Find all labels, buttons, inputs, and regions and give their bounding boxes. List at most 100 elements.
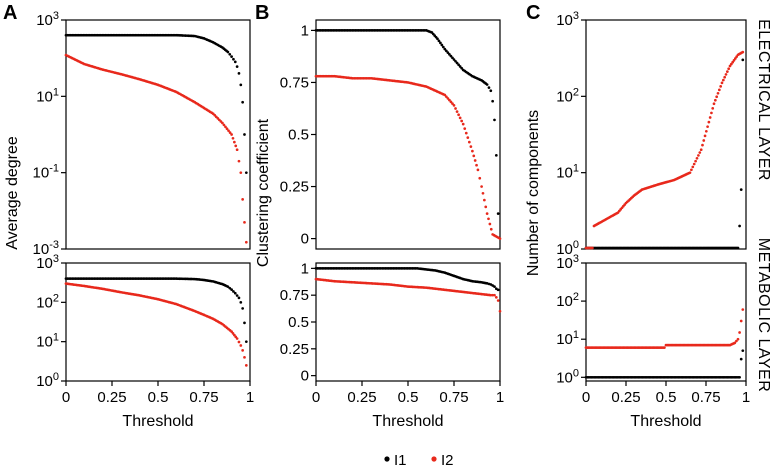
panel-letter-a: A [3,2,17,24]
data-point-i2 [732,59,736,62]
data-point-i1 [446,51,450,54]
data-point-i2 [688,171,692,175]
y-tick-label: 1 [301,22,309,39]
data-point-i1 [454,59,457,63]
data-point-i1 [457,63,460,67]
data-point-i2 [720,81,724,85]
y-tick-label: 0.25 [280,341,309,358]
chart-B-metabolic: 0 0.25 0.5 0.75 1 0 0.25 0.5 0.75 1 Threshold [280,260,504,430]
x-tick-label: 0.25 [347,389,376,406]
y-tick-label: 0.25 [280,179,309,196]
data-point-i1 [237,72,241,75]
plot-frame [315,19,501,250]
data-point-i1 [455,61,459,65]
data-point-i2 [235,337,239,340]
data-point-i2 [498,237,502,240]
series-i2 [314,277,502,313]
data-point-i1 [241,307,244,310]
y-tick-label: 0.75 [280,287,309,304]
data-point-i2 [701,143,704,147]
data-point-i2 [719,85,723,88]
x-tick-label: 0 [312,389,320,406]
data-point-i2 [473,159,477,162]
data-point-i2 [460,119,464,123]
x-tick-label: 0.75 [439,389,468,406]
data-point-i2 [457,113,460,117]
data-point-i1 [230,55,233,58]
data-point-i1 [226,285,230,289]
series-i1 [64,277,248,344]
data-point-i1 [244,171,248,175]
data-point-i2 [231,136,235,140]
y-label-average-degree: Average degree [4,136,21,250]
plot-frame [585,262,747,382]
data-point-i1 [494,153,498,157]
data-point-i1 [489,89,493,93]
data-point-i2 [480,185,483,188]
data-point-i2 [475,163,478,167]
plot-frame [65,19,251,250]
data-point-i1 [230,288,233,292]
data-point-i2 [690,168,693,172]
data-point-i2 [481,191,485,195]
series-i2 [64,282,248,367]
data-point-i2 [485,212,489,215]
y-tick-label: 0.5 [288,314,309,331]
x-tick-label: 0.25 [97,389,126,406]
y-tick-label: 10-1 [33,163,59,182]
data-point-i2 [239,171,243,175]
data-point-i2 [463,127,467,130]
legend: I1 I2 [384,452,454,468]
data-point-i2 [467,140,471,144]
data-point-i2 [735,55,739,59]
data-point-i1 [235,65,239,68]
data-point-i2 [692,162,696,166]
data-point-i2 [224,125,227,129]
y-label-clustering-coefficient: Clustering coefficient [255,118,272,267]
y-tick-label: 0.5 [288,127,309,144]
data-point-i1 [441,45,445,49]
data-point-i2 [694,159,697,163]
x-tick-label: 0 [62,389,70,406]
y-label-number-of-components: Number of components [525,110,542,276]
data-point-i2 [494,295,498,299]
y-tick-label: 103 [556,10,579,29]
layer-label-metabolic: METABOLIC LAYER [755,238,772,393]
data-point-i1 [491,99,494,103]
y-tick-label: 102 [556,291,579,310]
data-point-i2 [498,309,502,313]
data-point-i2 [471,149,474,153]
data-point-i1 [496,288,500,292]
data-point-i2 [702,139,706,142]
data-point-i2 [458,116,462,120]
data-point-i1 [239,300,243,304]
data-point-i2 [237,159,241,163]
data-point-i1 [487,86,491,90]
data-point-i2 [222,123,226,127]
data-point-i2 [704,129,708,133]
data-point-i1 [228,286,232,290]
data-point-i2 [707,120,711,124]
data-point-i2 [724,73,728,76]
data-point-i2 [703,134,707,138]
data-point-i2 [446,97,450,100]
data-point-i2 [717,88,721,92]
series-i1 [314,29,500,215]
data-point-i1 [739,357,743,361]
plot-frame [65,262,251,382]
data-point-i2 [697,154,700,157]
y-tick-label: 101 [556,329,579,348]
y-tick-label: 101 [36,332,59,351]
chart-C-metabolic: 100 101 102 103 0 0.25 0.5 0.75 1 Threshold [556,253,750,430]
data-point-i2 [721,78,725,82]
data-point-i2 [233,140,236,144]
y-tick-label: 103 [36,10,59,29]
data-point-i1 [241,100,244,104]
data-point-i2 [230,133,233,136]
data-point-i1 [244,340,248,344]
data-point-i2 [237,340,241,344]
x-tick-label: 0 [582,389,590,406]
chart-A-metabolic: 100 101 102 103 0 0.25 0.5 0.75 1 Threshold [36,253,254,430]
